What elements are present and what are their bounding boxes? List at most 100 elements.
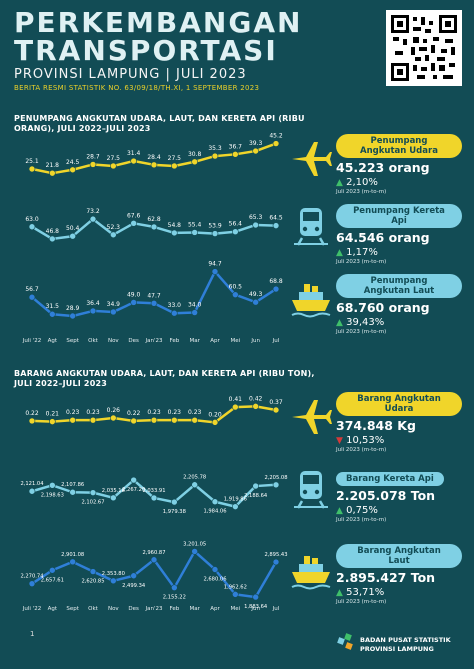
data-point bbox=[69, 558, 76, 566]
card-label: Penumpang Angkutan Udara bbox=[336, 134, 462, 158]
data-point bbox=[89, 307, 97, 315]
card-note: Juli 2023 (m-to-m) bbox=[336, 259, 387, 265]
x-tick-label: Jan'23 bbox=[145, 338, 163, 344]
data-point bbox=[150, 556, 158, 564]
airplane-icon bbox=[292, 400, 332, 434]
arrow-up-icon: ▲ bbox=[336, 506, 343, 516]
data-label: 0.22 bbox=[25, 410, 39, 417]
data-label: 2,895.43 bbox=[264, 552, 287, 558]
arrow-down-icon: ▼ bbox=[336, 436, 343, 446]
card-percent: 2,10% bbox=[346, 177, 378, 188]
data-label: 46.8 bbox=[46, 228, 60, 235]
arrow-up-icon: ▲ bbox=[336, 178, 343, 188]
data-label: 2,680.06 bbox=[203, 576, 226, 582]
data-point bbox=[28, 580, 36, 587]
x-tick-label: Jan'23 bbox=[145, 606, 163, 612]
arrow-up-icon: ▲ bbox=[336, 318, 343, 328]
data-point bbox=[211, 152, 219, 160]
data-point bbox=[49, 169, 56, 177]
data-label: 56.4 bbox=[229, 221, 243, 228]
x-tick-label: Nov bbox=[108, 338, 119, 344]
data-label: 28.9 bbox=[66, 305, 80, 312]
data-point bbox=[28, 165, 36, 173]
data-point bbox=[110, 231, 117, 239]
card-value: 2.205.078 Ton bbox=[336, 488, 436, 503]
data-point bbox=[28, 417, 36, 425]
data-label: 0.23 bbox=[86, 409, 100, 416]
data-point bbox=[191, 548, 198, 555]
data-label: 0.42 bbox=[249, 395, 263, 402]
data-point bbox=[171, 229, 178, 237]
data-label: 31.5 bbox=[46, 303, 60, 310]
data-point bbox=[191, 309, 198, 316]
data-label: 2,107.86 bbox=[61, 482, 84, 488]
data-label: 55.4 bbox=[188, 221, 202, 228]
data-label: 33.0 bbox=[168, 302, 182, 309]
data-point bbox=[211, 419, 219, 426]
data-point bbox=[110, 577, 117, 585]
data-label: 63.0 bbox=[25, 216, 39, 223]
agency-name: BADAN PUSAT STATISTIK PROVINSI LAMPUNG bbox=[360, 636, 451, 654]
infographic-title-line1: PERKEMBANGAN bbox=[14, 6, 303, 39]
stat-card-penumpang-laut: Penumpang Angkutan Laut 68.760 orang ▲ 3… bbox=[336, 274, 462, 335]
arrow-up-icon: ▲ bbox=[336, 248, 343, 258]
data-label: 27.5 bbox=[107, 155, 121, 162]
x-tick-label: Apr bbox=[210, 606, 220, 612]
data-point bbox=[49, 310, 56, 318]
data-label: 2,035.18 bbox=[102, 488, 125, 494]
data-point bbox=[69, 312, 76, 320]
data-label: 0.22 bbox=[127, 410, 141, 417]
data-label: 28.7 bbox=[86, 153, 100, 160]
stat-card-barang-udara: Barang Angkutan Udara 374.848 Kg ▼ 10,53… bbox=[336, 392, 462, 453]
data-label: 39.3 bbox=[249, 140, 263, 147]
data-point bbox=[191, 481, 198, 489]
data-point bbox=[211, 268, 219, 275]
data-label: 2,620.85 bbox=[81, 579, 104, 585]
data-point bbox=[89, 489, 97, 496]
data-point bbox=[232, 503, 239, 510]
qr-code-icon[interactable] bbox=[386, 10, 462, 86]
data-label: 0.23 bbox=[188, 409, 202, 416]
section-title-penumpang: PENUMPANG ANGKUTAN UDARA, LAUT, DAN KERE… bbox=[14, 114, 305, 133]
data-point bbox=[110, 414, 117, 422]
x-tick-label: Jun bbox=[250, 606, 260, 612]
data-point bbox=[211, 566, 219, 573]
data-label: 0.23 bbox=[168, 409, 182, 416]
page-number: 1 bbox=[30, 630, 35, 638]
data-label: 0.26 bbox=[107, 407, 121, 414]
data-point bbox=[89, 416, 97, 424]
data-label: 1,919.86 bbox=[224, 497, 247, 503]
infographic-subtitle: PROVINSI LAMPUNG | JULI 2023 bbox=[14, 67, 247, 82]
data-label: 2,901.08 bbox=[61, 552, 84, 558]
card-label: Barang Angkutan Laut bbox=[336, 544, 462, 568]
data-point bbox=[69, 232, 76, 240]
data-label: 56.7 bbox=[25, 286, 39, 293]
data-point bbox=[171, 498, 178, 506]
data-label: 52.3 bbox=[107, 224, 121, 231]
data-label: 0.41 bbox=[229, 396, 243, 403]
x-tick-label: Agt bbox=[48, 338, 58, 344]
data-point bbox=[232, 151, 239, 158]
infographic-title-line2: TRANSPORTASI bbox=[14, 34, 278, 67]
x-tick-label: Jul bbox=[272, 338, 280, 344]
data-label: 0.21 bbox=[46, 411, 60, 418]
card-value: 68.760 orang bbox=[336, 300, 430, 315]
brs-reference: BERITA RESMI STATISTIK NO. 63/09/18/TH.X… bbox=[14, 84, 260, 92]
data-point bbox=[171, 584, 178, 591]
data-label: 31.4 bbox=[127, 150, 141, 157]
card-percent: 0,75% bbox=[346, 505, 378, 516]
data-point bbox=[150, 494, 158, 502]
data-point bbox=[211, 498, 219, 506]
data-point bbox=[272, 285, 280, 293]
data-point bbox=[110, 494, 117, 502]
card-note: Juli 2023 (m-to-m) bbox=[336, 189, 387, 195]
data-point bbox=[191, 158, 198, 166]
data-point bbox=[49, 235, 56, 243]
data-label: 0.20 bbox=[208, 411, 222, 418]
data-point bbox=[232, 228, 239, 235]
data-point bbox=[69, 416, 76, 424]
x-tick-label: Agt bbox=[48, 606, 58, 612]
card-percent: 39,43% bbox=[346, 317, 385, 328]
bps-logo-icon bbox=[337, 633, 353, 650]
